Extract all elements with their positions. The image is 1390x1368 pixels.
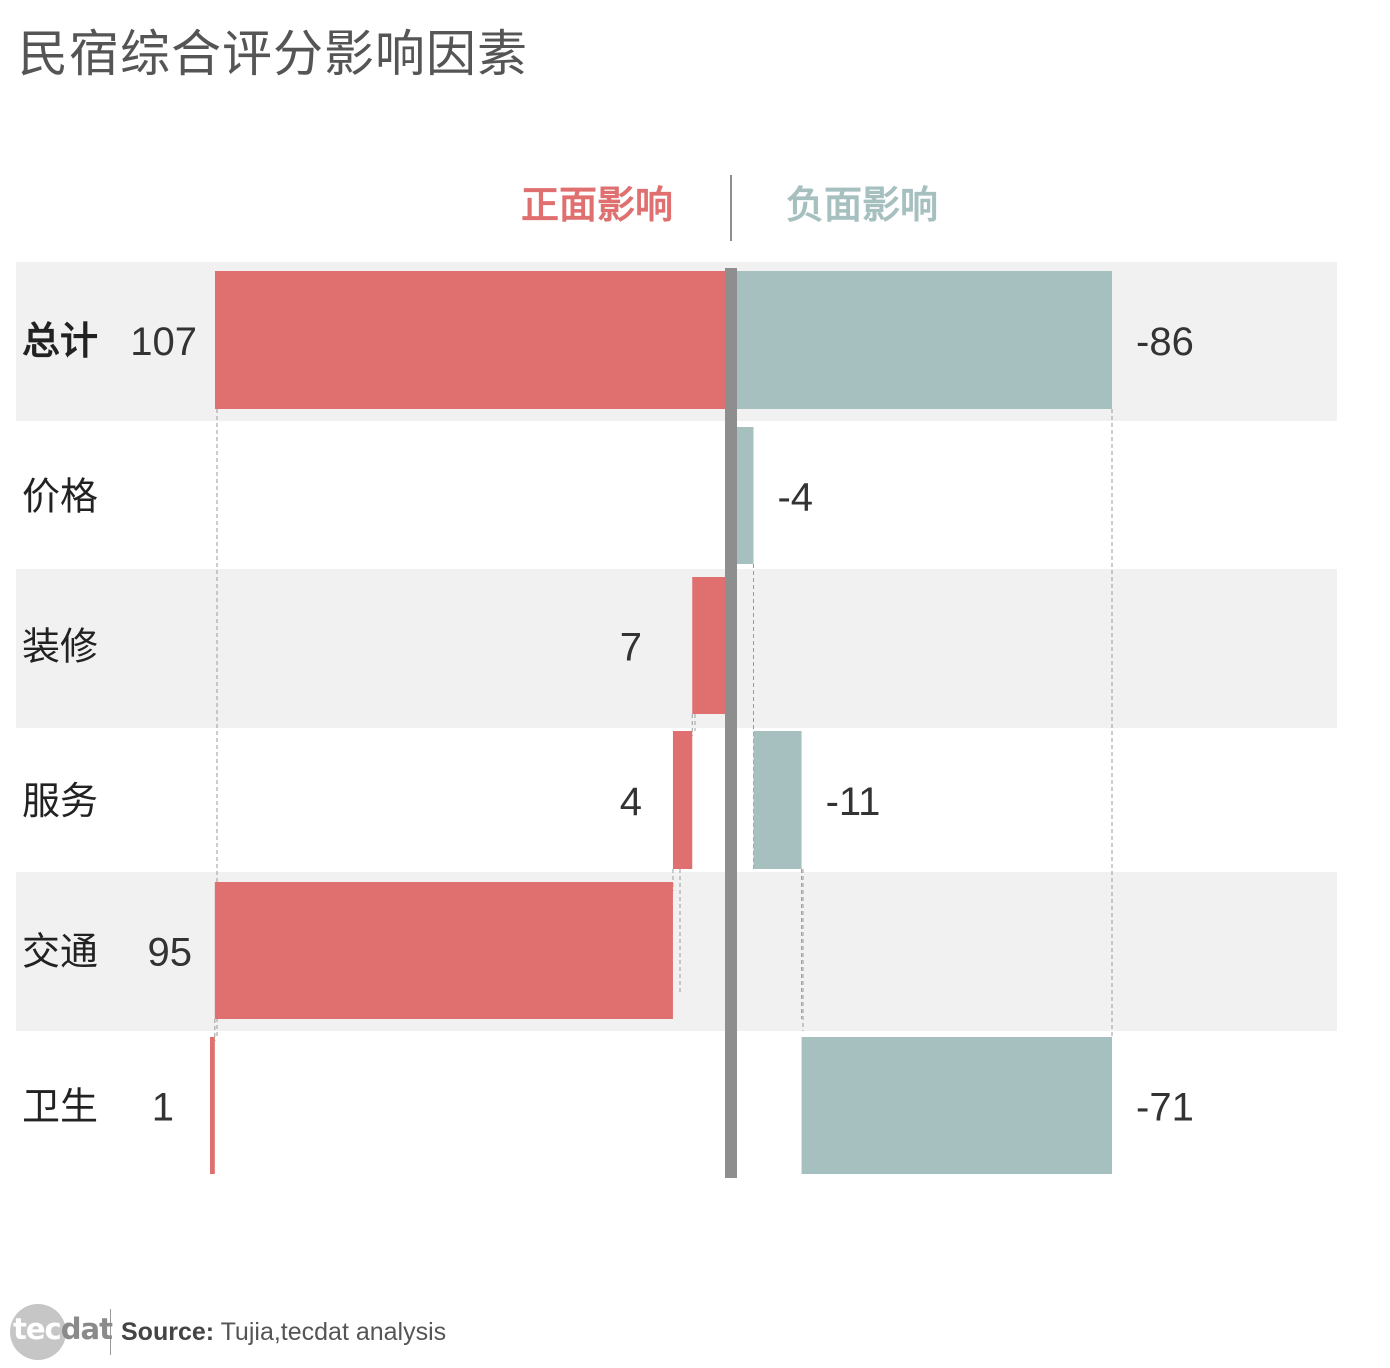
negative-value-label: -11: [826, 780, 881, 824]
category-label: 卫生: [22, 1085, 98, 1129]
positive-value-label: 7: [620, 626, 642, 670]
negative-bar: [801, 1037, 1112, 1174]
positive-value-label: 1: [152, 1086, 174, 1130]
logo-circle: [10, 1304, 66, 1360]
tecdat-logo: tecdat: [10, 1304, 113, 1360]
source-note: Source: Tujia,tecdat analysis: [121, 1318, 446, 1347]
negative-bar: [736, 427, 754, 564]
positive-bar: [692, 577, 726, 714]
negative-value-label: -86: [1136, 320, 1194, 364]
positive-bar: [214, 882, 673, 1019]
positive-bar: [215, 271, 726, 409]
positive-bar: [210, 1037, 215, 1174]
source-label: Source:: [121, 1317, 215, 1346]
legend-negative: 负面影响: [786, 183, 938, 227]
positive-value-label: 107: [130, 320, 197, 364]
source-text: Tujia,tecdat analysis: [214, 1317, 447, 1346]
category-label: 价格: [22, 475, 98, 519]
center-axis: [725, 268, 737, 1178]
negative-value-label: -71: [1136, 1086, 1194, 1130]
negative-bar: [736, 271, 1112, 409]
negative-bar: [753, 731, 802, 869]
positive-value-label: 4: [620, 780, 642, 824]
row-band: [16, 569, 1337, 728]
logo-text: tecdat: [13, 1312, 113, 1346]
chart-title: 民宿综合评分影响因素: [18, 25, 528, 83]
legend-positive: 正面影响: [521, 183, 673, 227]
negative-value-label: -4: [777, 476, 813, 520]
row-band: [16, 872, 1337, 1031]
category-label: 服务: [22, 779, 98, 823]
footer: tecdat Source: Tujia,tecdat analysis: [10, 1304, 446, 1360]
positive-value-label: 95: [148, 931, 193, 975]
category-label: 总计: [22, 319, 98, 363]
positive-bar: [672, 731, 693, 869]
category-label: 装修: [22, 625, 98, 669]
category-label: 交通: [22, 930, 98, 974]
footer-divider: [110, 1309, 111, 1355]
